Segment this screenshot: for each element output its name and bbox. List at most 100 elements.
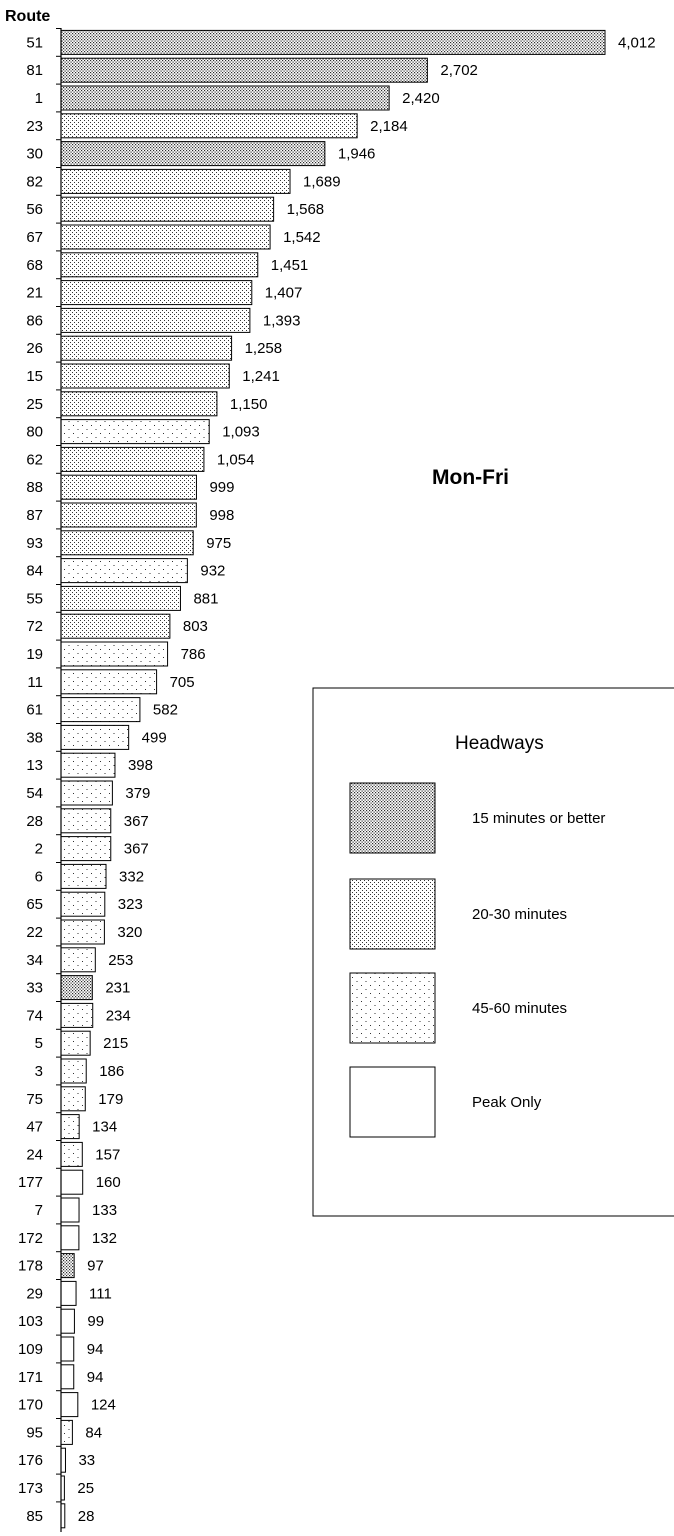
route-tick-label: 68 xyxy=(26,257,43,274)
route-tick-label: 28 xyxy=(26,813,43,830)
bar-route-103 xyxy=(60,1308,75,1334)
legend: Headways 15 minutes or better 20-30 minut… xyxy=(312,687,674,1217)
route-tick-label: 95 xyxy=(26,1424,43,1441)
data-label: 1,241 xyxy=(242,368,280,385)
route-tick-label: 38 xyxy=(26,729,43,746)
route-tick-label: 178 xyxy=(18,1258,43,1275)
route-tick-label: 86 xyxy=(26,312,43,329)
bar-route-33 xyxy=(60,975,93,1001)
bar-route-170 xyxy=(60,1392,79,1418)
bar-route-30 xyxy=(60,141,326,167)
route-tick-label: 56 xyxy=(26,201,43,218)
route-tick-label: 34 xyxy=(26,952,43,969)
route-tick-label: 33 xyxy=(26,980,43,997)
legend-label: 45-60 minutes xyxy=(472,1000,567,1017)
data-label: 582 xyxy=(153,702,178,719)
legend-swatch-15 xyxy=(349,782,436,854)
route-tick-label: 173 xyxy=(18,1480,43,1497)
route-tick-label: 2 xyxy=(35,841,43,858)
bar-route-19 xyxy=(60,641,169,667)
route-tick-label: 21 xyxy=(26,285,43,302)
bar-route-80 xyxy=(60,419,210,445)
bar-route-176 xyxy=(60,1447,66,1473)
route-tick-label: 1 xyxy=(35,90,43,107)
bar-route-178 xyxy=(60,1253,75,1279)
legend-label: 20-30 minutes xyxy=(472,906,567,923)
data-label: 94 xyxy=(87,1369,104,1386)
data-label: 367 xyxy=(124,841,149,858)
legend-label: Peak Only xyxy=(472,1094,542,1111)
data-label: 132 xyxy=(92,1230,117,1247)
data-label: 1,451 xyxy=(271,257,309,274)
route-tick-label: 55 xyxy=(26,590,43,607)
route-tick-label: 6 xyxy=(35,868,43,885)
route-tick-label: 85 xyxy=(26,1508,43,1525)
data-label: 499 xyxy=(142,729,167,746)
bar-route-56 xyxy=(60,196,275,222)
route-tick-label: 177 xyxy=(18,1174,43,1191)
bar-route-81 xyxy=(60,57,428,83)
data-label: 28 xyxy=(78,1508,95,1525)
route-tick-label: 67 xyxy=(26,229,43,246)
data-label: 133 xyxy=(92,1202,117,1219)
route-tick-label: 170 xyxy=(18,1397,43,1414)
bar-route-25 xyxy=(60,391,218,417)
bar-route-86 xyxy=(60,307,251,333)
data-label: 1,054 xyxy=(217,451,255,468)
bar-route-2 xyxy=(60,836,112,862)
data-label: 186 xyxy=(99,1063,124,1080)
bar-route-6 xyxy=(60,863,107,889)
route-tick-label: 103 xyxy=(18,1313,43,1330)
route-tick-label: 22 xyxy=(26,924,43,941)
bar-route-84 xyxy=(60,558,188,584)
data-label: 124 xyxy=(91,1397,116,1414)
route-tick-label: 25 xyxy=(26,396,43,413)
data-label: 1,258 xyxy=(245,340,283,357)
bar-route-5 xyxy=(60,1030,91,1056)
bar-route-24 xyxy=(60,1141,83,1167)
route-tick-label: 29 xyxy=(26,1285,43,1302)
bar-route-65 xyxy=(60,891,106,917)
bar-route-11 xyxy=(60,669,158,695)
legend-title: Headways xyxy=(455,733,544,754)
route-tick-label: 81 xyxy=(26,62,43,79)
route-tick-label: 84 xyxy=(26,563,43,580)
data-label: 111 xyxy=(89,1285,112,1302)
route-tick-label: 80 xyxy=(26,424,43,441)
data-label: 705 xyxy=(170,674,195,691)
route-tick-label: 88 xyxy=(26,479,43,496)
route-tick-label: 15 xyxy=(26,368,43,385)
data-label: 2,420 xyxy=(402,90,440,107)
data-label: 803 xyxy=(183,618,208,635)
route-tick-label: 13 xyxy=(26,757,43,774)
data-label: 398 xyxy=(128,757,153,774)
data-label: 999 xyxy=(209,479,234,496)
bar-route-177 xyxy=(60,1169,84,1195)
bar-route-68 xyxy=(60,252,259,278)
bar-route-55 xyxy=(60,585,181,611)
route-tick-label: 7 xyxy=(35,1202,43,1219)
data-label: 84 xyxy=(85,1424,102,1441)
bar-route-47 xyxy=(60,1114,80,1140)
data-label: 134 xyxy=(92,1119,117,1136)
route-tick-label: 26 xyxy=(26,340,43,357)
data-label: 323 xyxy=(118,896,143,913)
route-tick-label: 82 xyxy=(26,173,43,190)
data-label: 4,012 xyxy=(618,34,656,51)
bar-route-62 xyxy=(60,446,205,472)
data-label: 94 xyxy=(87,1341,104,1358)
route-tick-label: 65 xyxy=(26,896,43,913)
legend-swatch-20-30 xyxy=(349,878,436,950)
bar-route-21 xyxy=(60,280,253,306)
data-label: 1,689 xyxy=(303,173,341,190)
data-label: 1,150 xyxy=(230,396,268,413)
data-label: 1,568 xyxy=(287,201,325,218)
data-label: 2,184 xyxy=(370,118,408,135)
bar-route-82 xyxy=(60,168,291,194)
data-label: 932 xyxy=(200,563,225,580)
y-axis-title: Route xyxy=(5,8,50,25)
data-label: 975 xyxy=(206,535,231,552)
bar-route-51 xyxy=(60,29,606,55)
route-tick-label: 61 xyxy=(26,702,43,719)
